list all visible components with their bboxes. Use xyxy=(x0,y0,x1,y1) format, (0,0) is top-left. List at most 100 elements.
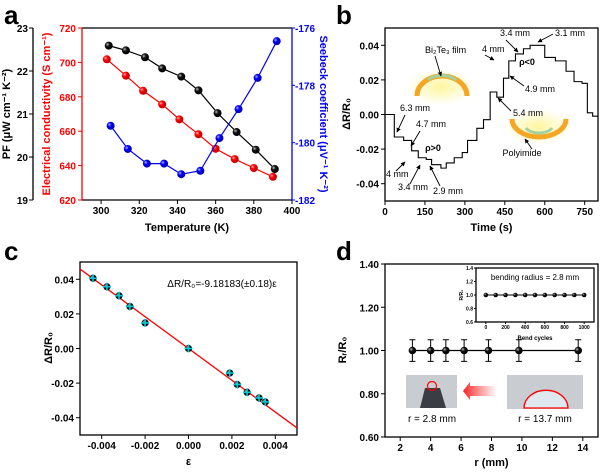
error-cross xyxy=(243,388,252,397)
panel-a-chart: 300 320 340 360 380 400 Temperature (K) 19 20 21 2… xyxy=(1,24,329,234)
annotation-arrow xyxy=(409,164,421,185)
y-tick-label: 0.02 xyxy=(360,76,380,87)
y-tick-label: 0.04 xyxy=(55,275,75,286)
data-point-series-0 xyxy=(232,128,241,137)
y-tick-label: -0.04 xyxy=(356,180,379,191)
y-tick-label: 0.00 xyxy=(360,111,380,122)
data-point-series-2 xyxy=(106,121,115,130)
data-point-series-2 xyxy=(253,73,262,82)
x-tick-label: -0.002 xyxy=(131,441,160,452)
pf-tick-label: 22 xyxy=(17,67,29,78)
resistance-step-curve xyxy=(385,44,598,169)
data-point-series-1 xyxy=(102,55,111,64)
y-tick-label: 1.00 xyxy=(360,347,380,358)
annotation-label: 3.4 mm xyxy=(398,182,428,192)
conductivity-tick-label: 660 xyxy=(59,127,76,138)
data-point-series-0 xyxy=(121,46,130,55)
seebeck-tick-label: -180 xyxy=(295,139,315,150)
conductivity-tick-label: 680 xyxy=(59,93,76,104)
error-cross xyxy=(102,282,111,291)
annotation-label: 2.9 mm xyxy=(433,186,463,196)
x-tick-label: 320 xyxy=(131,206,148,217)
y-tick-label: 0.80 xyxy=(360,390,380,401)
data-point-series-1 xyxy=(139,86,148,95)
data-point-series-2 xyxy=(177,170,186,179)
annotation-label: Polyimide xyxy=(502,148,541,158)
x-tick-label: 2 xyxy=(397,443,403,454)
y-tick-label: 0.02 xyxy=(55,310,75,321)
error-cross xyxy=(184,344,193,353)
data-point-series-2 xyxy=(142,159,151,168)
x-tick-label: 150 xyxy=(417,207,434,218)
x-tick-label: 0.004 xyxy=(263,441,288,452)
data-point-series-2 xyxy=(272,37,281,46)
data-point-series-1 xyxy=(158,100,167,109)
data-point xyxy=(442,346,450,355)
data-point-series-2 xyxy=(196,166,205,175)
x-tick-label: 200 xyxy=(501,325,510,331)
conductivity-tick-label: 720 xyxy=(59,24,76,35)
pf-tick-label: 23 xyxy=(17,24,29,35)
annotation-label: 6.3 mm xyxy=(400,103,430,113)
pf-tick-label: 21 xyxy=(17,110,29,121)
y-tick-label: 1.4 xyxy=(466,266,473,272)
film-layer-concave xyxy=(524,126,554,135)
conductivity-tick-label: 640 xyxy=(59,162,76,173)
error-cross xyxy=(89,274,98,283)
seebeck-axis-title: Seebeck coefficient (μV⁻¹ K⁻²) xyxy=(317,35,329,192)
data-point-series-0 xyxy=(104,41,113,50)
inset-data-point xyxy=(493,292,498,298)
x-axis-title: Temperature (K) xyxy=(145,222,229,234)
annotation-label: 3.1 mm xyxy=(555,28,585,38)
inset-data-point xyxy=(503,292,508,298)
error-cross xyxy=(141,318,150,327)
seebeck-tick-label: -182 xyxy=(295,196,315,207)
x-tick-label: 4 xyxy=(428,443,434,454)
radius-marker-arc xyxy=(523,389,569,409)
y-tick-label: 0.6 xyxy=(466,320,473,326)
x-tick-label: 0 xyxy=(484,325,487,331)
data-point-series-1 xyxy=(249,164,258,173)
y-tick-label: 0.8 xyxy=(466,307,473,313)
panel-b-chart: 0 150 300 450 600 750 -0.04 -0.02 0.00 0.02 0.04 Ti… xyxy=(341,27,599,234)
conductivity-tick-label: 620 xyxy=(59,196,76,207)
inset-title: bending radius = 2.8 mm xyxy=(491,273,580,282)
data-point-series-0 xyxy=(158,64,167,73)
x-tick-label: 0 xyxy=(382,207,388,218)
annotation-arrow xyxy=(484,54,495,61)
conductivity-axis-title: Electrical conductivity (S cm⁻¹) xyxy=(41,32,53,195)
data-point xyxy=(515,346,523,355)
annotation-arrow xyxy=(509,75,525,87)
data-point-series-0 xyxy=(177,72,186,81)
error-cross xyxy=(233,380,242,389)
x-tick-label: 1000 xyxy=(579,325,590,331)
annotation-label: 4 mm xyxy=(386,169,409,179)
y-axis-title: ΔR/R₀ xyxy=(43,332,55,364)
series-line-0 xyxy=(108,45,276,170)
data-point-series-2 xyxy=(123,144,132,153)
data-point-series-1 xyxy=(121,71,130,80)
substrate-arc-concave xyxy=(509,118,569,140)
annotation-label: 3.4 mm xyxy=(500,28,530,38)
data-point xyxy=(460,346,468,355)
inset-data-point xyxy=(572,292,577,298)
inset-y-axis-title: R/R₀ xyxy=(459,290,465,301)
pf-tick-label: 19 xyxy=(17,196,29,207)
data-point-series-2 xyxy=(234,105,243,114)
annotation-arrow xyxy=(395,161,406,172)
x-tick-label: 400 xyxy=(284,206,301,217)
inset-x-axis-title: Bend cycles xyxy=(517,336,553,342)
annotation-arrow xyxy=(497,97,512,112)
x-tick-label: 600 xyxy=(536,207,553,218)
inset-data-point xyxy=(513,292,518,298)
radius-marker-circle xyxy=(426,380,438,392)
error-cross xyxy=(261,397,270,406)
annotation-arrow xyxy=(505,39,519,53)
x-axis-title: ε xyxy=(186,456,192,468)
annotation-arrow xyxy=(410,130,421,147)
pf-tick-label: 20 xyxy=(17,153,29,164)
annotation-label: 4 mm xyxy=(482,44,505,54)
panel-label-c: c xyxy=(4,236,18,266)
error-cross xyxy=(115,291,124,300)
panel-c-chart: -0.004 -0.002 0.000 0.002 0.004 -0.04 -0.02 0.0… xyxy=(43,261,298,468)
